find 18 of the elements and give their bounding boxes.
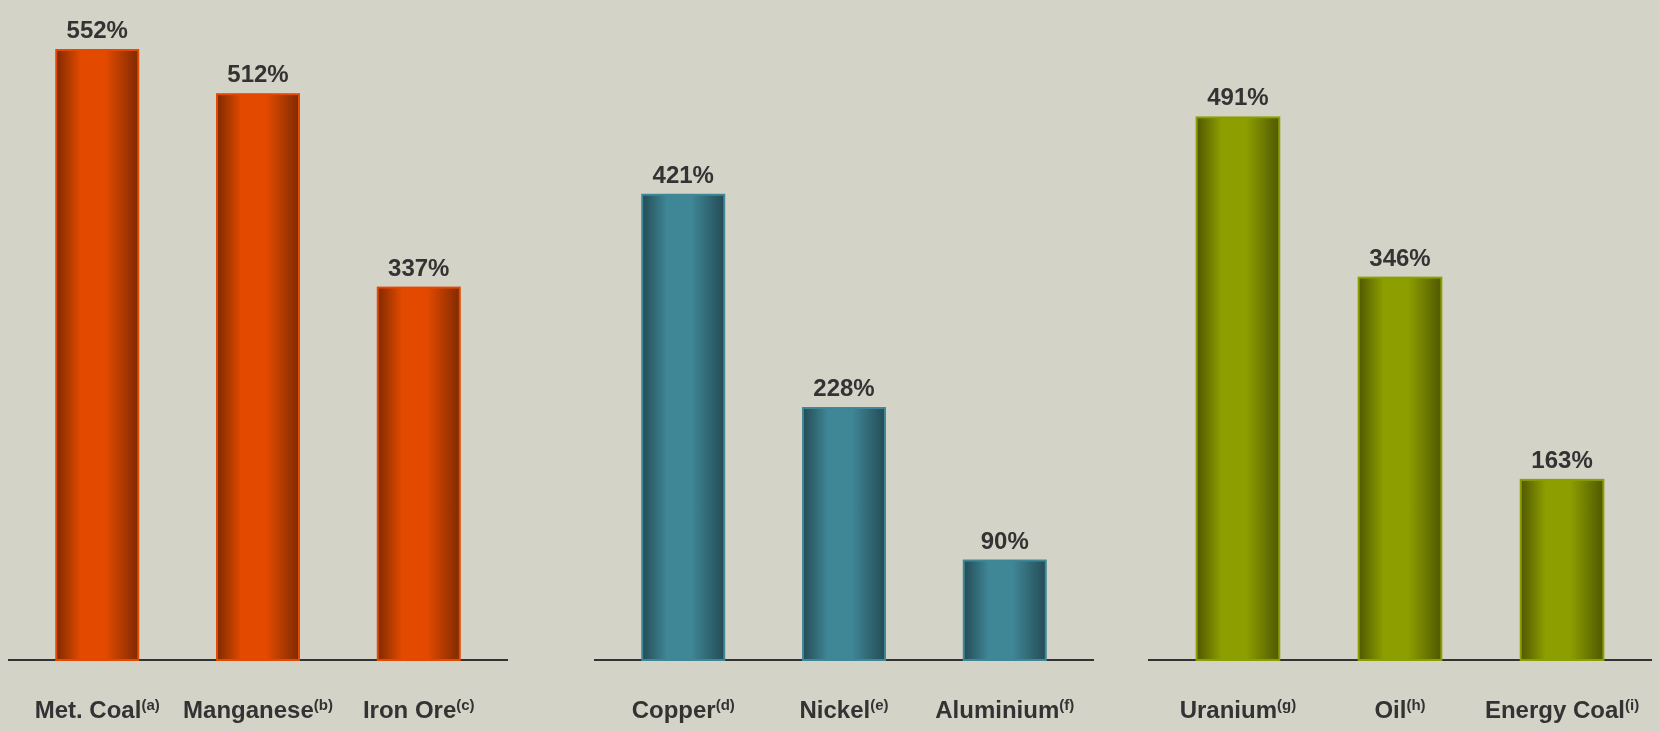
x-tick-label: Manganese$^{(b)}$ [183, 695, 333, 723]
x-tick-label: Energy Coal$^{(i)}$ [1484, 695, 1640, 723]
x-tick-label: Iron Ore$^{(c)}$ [362, 695, 475, 723]
x-tick-label: Nickel$^{(e)}$ [799, 695, 889, 723]
data-label: 90% [980, 526, 1029, 554]
data-label: 163% [1531, 445, 1593, 473]
x-tick-label: Copper$^{(d)}$ [631, 695, 735, 723]
data-label: 421% [652, 160, 714, 188]
data-label: 346% [1369, 243, 1431, 271]
x-tick-label: Uranium$^{(g)}$ [1179, 695, 1297, 723]
data-label: 491% [1207, 83, 1269, 111]
data-label: 552% [66, 16, 128, 43]
x-tick-label: Aluminium$^{(f)}$ [935, 695, 1075, 723]
data-label: 337% [388, 253, 450, 281]
data-label: 512% [227, 60, 289, 88]
x-tick-label: Met. Coal$^{(a)}$ [34, 695, 160, 723]
x-tick-label: Oil$^{(h)}$ [1374, 695, 1426, 723]
data-label: 228% [813, 374, 875, 402]
